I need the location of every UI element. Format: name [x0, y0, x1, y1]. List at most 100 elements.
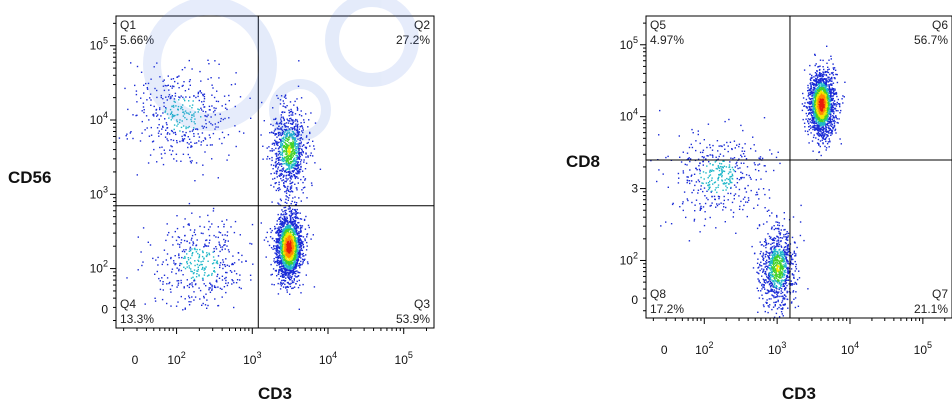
event-dot: [290, 143, 291, 144]
event-dot: [176, 215, 177, 216]
event-dot: [281, 273, 282, 274]
event-dot: [301, 243, 302, 244]
event-dot: [294, 257, 295, 258]
event-dot: [830, 89, 831, 90]
event-dot: [290, 225, 291, 226]
event-dot: [276, 275, 277, 276]
event-dot: [146, 115, 147, 116]
event-dot: [284, 158, 285, 159]
event-dot: [167, 127, 168, 128]
event-dot: [297, 261, 298, 262]
event-dot: [286, 181, 287, 182]
event-dot: [183, 154, 184, 155]
event-dot: [266, 237, 267, 238]
event-dot: [159, 130, 160, 131]
event-dot: [821, 155, 822, 156]
event-dot: [203, 101, 204, 102]
right-y-axis-title: CD8: [566, 152, 600, 172]
event-dot: [277, 188, 278, 189]
event-dot: [200, 108, 201, 109]
event-dot: [292, 274, 293, 275]
event-dot: [186, 253, 187, 254]
event-dot: [304, 238, 305, 239]
event-dot: [199, 254, 200, 255]
event-dot: [195, 296, 196, 297]
event-dot: [809, 98, 810, 99]
event-dot: [235, 72, 236, 73]
event-dot: [833, 95, 834, 96]
event-dot: [815, 85, 816, 86]
event-dot: [168, 85, 169, 86]
event-dot: [281, 200, 282, 201]
event-dot: [211, 95, 212, 96]
event-dot: [823, 69, 824, 70]
event-dot: [831, 92, 832, 93]
event-dot: [281, 263, 282, 264]
x-tick-label: 0: [132, 353, 139, 367]
event-dot: [202, 174, 203, 175]
event-dot: [304, 219, 305, 220]
event-dot: [277, 238, 278, 239]
event-dot: [202, 132, 203, 133]
event-dot: [184, 67, 185, 68]
event-dot: [305, 240, 306, 241]
event-dot: [281, 280, 282, 281]
event-dot: [288, 282, 289, 283]
event-dot: [810, 80, 811, 81]
event-dot: [194, 265, 195, 266]
event-dot: [225, 277, 226, 278]
event-dot: [191, 238, 192, 239]
event-dot: [289, 165, 290, 166]
event-dot: [192, 253, 193, 254]
event-dot: [278, 133, 279, 134]
event-dot: [161, 147, 162, 148]
event-dot: [298, 272, 299, 273]
event-dot: [183, 267, 184, 268]
event-dot: [827, 123, 828, 124]
event-dot: [171, 271, 172, 272]
watermark-ring: [274, 84, 326, 136]
event-dot: [300, 122, 301, 123]
event-dot: [290, 216, 291, 217]
event-dot: [278, 184, 279, 185]
event-dot: [252, 264, 253, 265]
event-dot: [294, 145, 295, 146]
event-dot: [204, 272, 205, 273]
event-dot: [302, 284, 303, 285]
event-dot: [197, 239, 198, 240]
event-dot: [170, 305, 171, 306]
event-dot: [288, 236, 289, 237]
event-dot: [279, 164, 280, 165]
event-dot: [204, 96, 205, 97]
event-dot: [283, 182, 284, 183]
event-dot: [298, 258, 299, 259]
event-dot: [810, 125, 811, 126]
event-dot: [267, 241, 268, 242]
event-dot: [288, 157, 289, 158]
event-dot: [298, 60, 299, 61]
event-dot: [811, 75, 812, 76]
event-dot: [296, 150, 297, 151]
event-dot: [290, 142, 291, 143]
event-dot: [822, 66, 823, 67]
event-dot: [271, 284, 272, 285]
event-dot: [303, 129, 304, 130]
event-dot: [288, 261, 289, 262]
event-dot: [282, 226, 283, 227]
event-dot: [288, 162, 289, 163]
event-dot: [827, 69, 828, 70]
event-dot: [230, 270, 231, 271]
event-dot: [163, 289, 164, 290]
event-dot: [288, 229, 289, 230]
event-dot: [192, 241, 193, 242]
event-dot: [810, 128, 811, 129]
event-dot: [294, 264, 295, 265]
event-dot: [275, 232, 276, 233]
event-dot: [164, 153, 165, 154]
event-dot: [823, 128, 824, 129]
event-dot: [164, 150, 165, 151]
event-dot: [155, 112, 156, 113]
event-dot: [805, 130, 806, 131]
event-dot: [298, 167, 299, 168]
event-dot: [292, 270, 293, 271]
